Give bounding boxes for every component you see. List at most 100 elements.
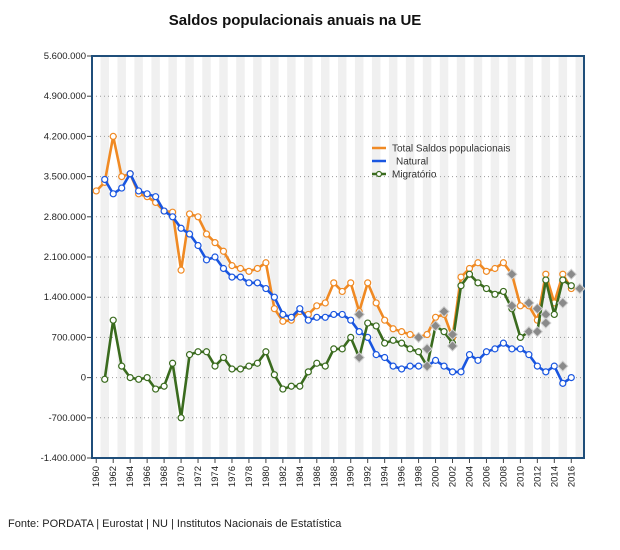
data-point [389,336,397,344]
data-point [542,270,550,278]
data-point [262,284,270,293]
estimate-diamond [412,331,425,344]
estimate-diamond [421,343,433,355]
data-point [482,267,491,275]
data-point [160,207,168,215]
data-point [423,330,431,339]
data-point [414,348,423,356]
data-point [355,328,363,336]
data-point [414,362,423,370]
estimate-diamond [506,300,518,312]
series-0 [92,132,575,341]
x-tick-label: 1994 [380,466,391,487]
year-stripe [575,56,584,458]
data-point [126,374,134,382]
data-point [101,175,109,184]
data-point [499,339,508,347]
x-tick-label: 1988 [329,466,340,487]
estimate-diamond [506,268,518,280]
data-point [202,256,211,264]
data-point [160,382,168,390]
year-stripe [541,56,551,458]
data-point [304,316,312,324]
data-point [457,368,465,376]
data-point [185,230,194,238]
legend-label: Natural [396,157,428,168]
year-stripe [388,56,398,458]
data-point [194,241,202,250]
estimate-diamond [353,351,365,364]
data-point [194,348,202,356]
year-stripe [354,56,364,458]
data-point [211,362,219,370]
x-tick-label: 1966 [142,466,153,487]
data-point [270,293,278,301]
data-point [474,356,482,364]
year-stripe [321,56,330,458]
year-stripe [490,56,500,458]
data-point [372,299,380,307]
data-point [253,359,262,367]
data-point [313,359,321,367]
data-point [253,264,262,273]
data-point [381,339,389,347]
estimate-diamond [429,320,442,332]
chart-title: Saldos populacionais anuais na UE [168,12,422,29]
data-point [270,371,278,379]
data-point [118,184,126,192]
year-stripes [100,56,584,458]
data-point [559,270,567,278]
data-point [152,385,160,393]
data-point [491,345,499,353]
data-point [185,351,194,359]
data-point [321,313,329,321]
data-point [457,273,465,281]
x-tick-label: 2008 [498,466,509,487]
data-point [406,362,414,370]
year-stripe [422,56,432,458]
data-point [304,368,312,376]
series-1 [101,170,575,387]
data-point [338,345,346,353]
series-line [95,135,573,339]
data-point [491,264,499,273]
x-tick-label: 1978 [244,466,255,487]
data-point [194,213,202,221]
x-axis: 1960 1962 1964 1966 1968 1970 1972 1974 1976 1978… [91,458,577,487]
data-point [364,279,372,287]
x-tick-label: 1998 [414,466,425,487]
data-point [381,316,389,324]
data-point [168,213,177,221]
year-stripe [507,56,517,458]
data-point [338,310,346,319]
y-tick-label: 0 [81,373,86,384]
estimate-diamond [540,317,552,329]
data-point [465,264,474,273]
x-tick-label: 1970 [176,466,187,487]
data-point [228,273,236,281]
y-tick-label: 2.100.000 [44,252,86,263]
x-tick-label: 1974 [210,466,221,487]
data-point [185,210,194,218]
data-point [525,351,533,359]
data-point [381,353,389,362]
data-point [482,348,491,356]
data-point [202,348,211,356]
estimate-diamond [531,302,544,315]
y-tick-label: 2.800.000 [44,212,86,223]
data-point [219,247,228,255]
data-point [482,284,491,293]
data-point [499,287,508,296]
year-stripe [134,56,143,458]
data-point [372,322,380,330]
year-stripe [117,56,126,458]
year-stripe [405,56,415,458]
data-point [279,385,287,393]
data-point [109,190,117,198]
data-point [313,302,321,310]
year-stripe [219,56,228,458]
estimate-diamond [438,305,450,318]
data-point [465,270,474,278]
year-stripe [473,56,483,458]
y-tick-label: 700.000 [52,332,86,343]
